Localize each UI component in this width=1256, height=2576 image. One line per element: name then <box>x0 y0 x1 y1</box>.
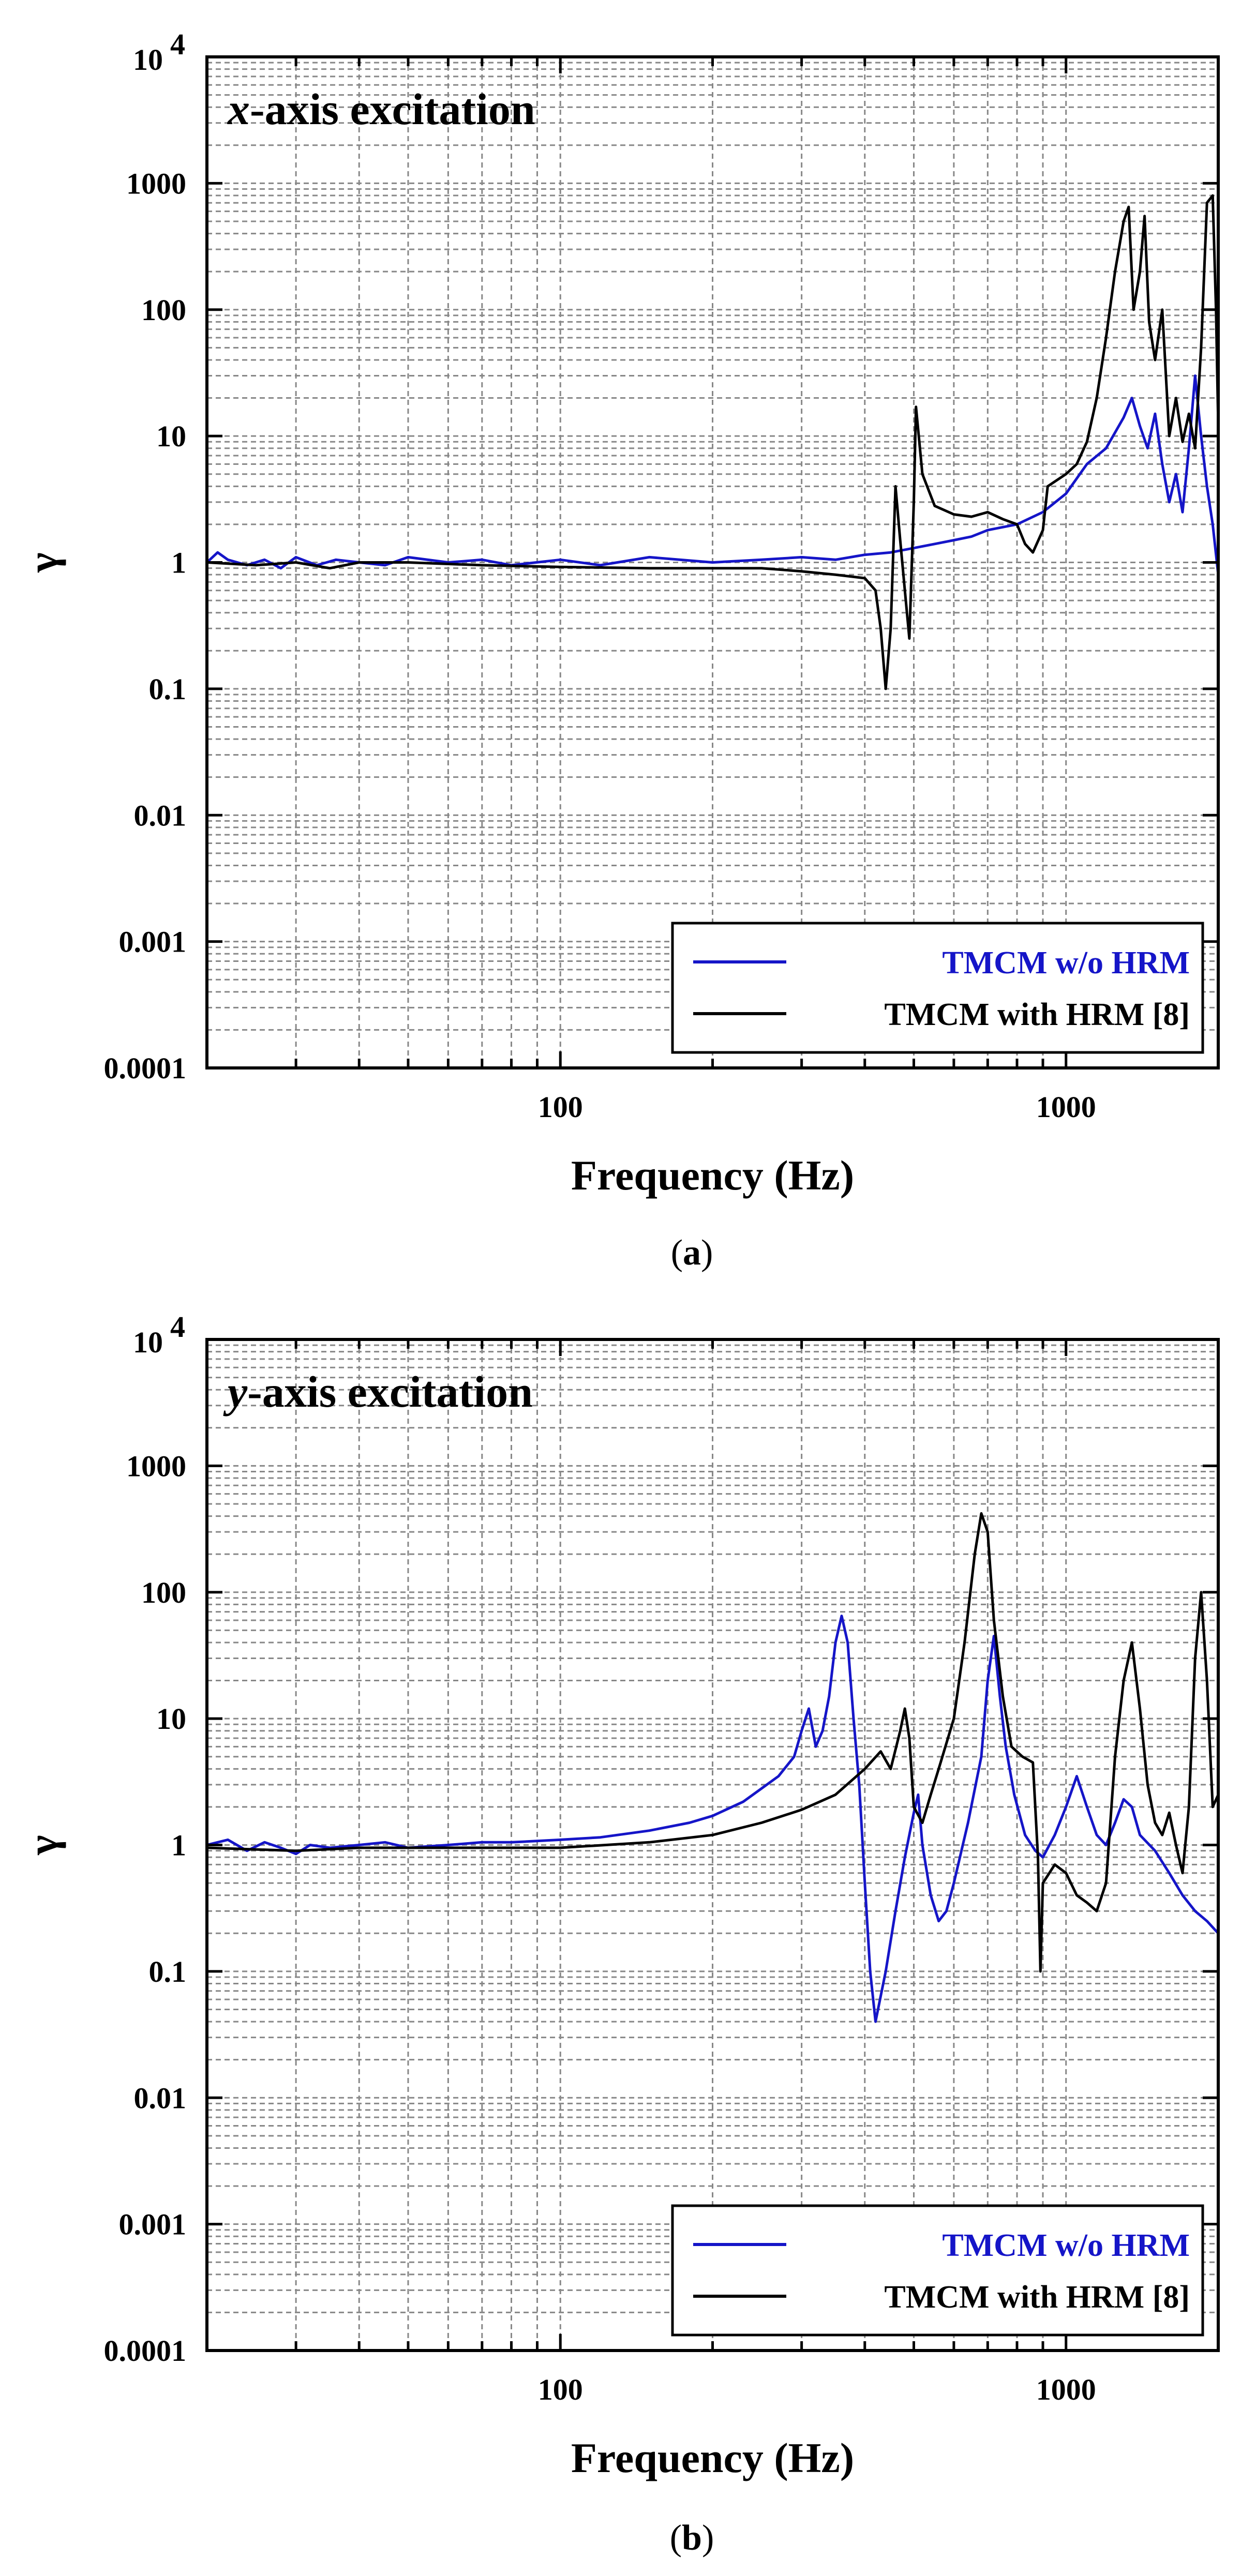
y-tick-label: 0.01 <box>134 799 187 832</box>
chart-title-rest: -axis excitation <box>247 1367 533 1417</box>
panel-caption-close: ) <box>701 1233 713 1273</box>
chart-title: x-axis excitation <box>227 84 535 134</box>
x-axis-label: Frequency (Hz) <box>571 2434 854 2481</box>
x-tick-label: 100 <box>538 2373 583 2406</box>
panel-caption-open: ( <box>671 1233 683 1273</box>
x-axis-label: Frequency (Hz) <box>571 1152 854 1199</box>
x-tick-label: 1000 <box>1036 1090 1096 1124</box>
series-line-with-hrm <box>207 194 1218 690</box>
chart-title-axis-variable: x <box>227 84 250 134</box>
y-tick-label: 0.1 <box>149 1955 187 1989</box>
y-tick-label: 0.01 <box>134 2081 187 2115</box>
y-tick-label-top: 10 <box>133 1325 163 1359</box>
y-tick-label: 1000 <box>126 167 186 200</box>
chart-title-rest: -axis excitation <box>250 84 535 134</box>
y-tick-label: 100 <box>141 293 186 327</box>
x-tick-label: 1000 <box>1036 2373 1096 2406</box>
panel-caption-close: ) <box>702 2518 714 2558</box>
y-tick-label: 10 <box>156 419 186 453</box>
y-tick-label-top-exponent: 4 <box>170 27 185 61</box>
legend: TMCM w/o HRM TMCM with HRM [8] <box>671 2204 1204 2337</box>
legend-box <box>671 922 1204 1054</box>
legend-entry: TMCM w/o HRM <box>942 945 1190 981</box>
legend-box <box>671 2204 1204 2337</box>
legend-entry: TMCM with HRM [8] <box>884 2280 1190 2315</box>
panel-caption: (b) <box>670 2518 714 2558</box>
series-group <box>207 194 1218 690</box>
panel-caption-letter: b <box>682 2518 702 2558</box>
legend-entry: TMCM w/o HRM <box>942 2228 1190 2263</box>
y-tick-label: 100 <box>141 1576 186 1609</box>
y-tick-label: 1 <box>171 1829 186 1862</box>
panel-caption-letter: a <box>683 1233 701 1273</box>
y-tick-label: 1 <box>171 546 186 580</box>
series-line-without-hrm <box>207 1615 1218 2023</box>
chart-title: y-axis excitation <box>223 1367 533 1417</box>
legend-entry: TMCM with HRM [8] <box>884 997 1190 1032</box>
grid <box>207 1339 1218 2351</box>
y-tick-label: 10 <box>156 1702 186 1736</box>
x-tick-label: 100 <box>538 1090 583 1124</box>
y-tick-label: 0.1 <box>149 672 187 706</box>
y-tick-label: 1000 <box>126 1449 186 1483</box>
y-axis-label: γ <box>19 552 66 573</box>
panel-caption: (a) <box>671 1233 713 1273</box>
legend: TMCM w/o HRM TMCM with HRM [8] <box>671 922 1204 1054</box>
y-tick-label: 0.001 <box>119 925 187 959</box>
panel-caption-open: ( <box>670 2518 682 2558</box>
y-tick-label-top: 10 <box>133 43 163 77</box>
y-tick-label: 0.0001 <box>104 1051 187 1085</box>
chart-title-axis-variable: y <box>223 1367 248 1417</box>
series-line-with-hrm <box>207 1512 1218 1973</box>
y-tick-label-top-exponent: 4 <box>170 1310 185 1344</box>
series-group <box>207 1512 1218 2023</box>
y-tick-label: 0.001 <box>119 2208 187 2241</box>
y-tick-label: 0.0001 <box>104 2334 187 2368</box>
y-axis-label: γ <box>19 1835 66 1855</box>
series-line-without-hrm <box>207 374 1218 575</box>
